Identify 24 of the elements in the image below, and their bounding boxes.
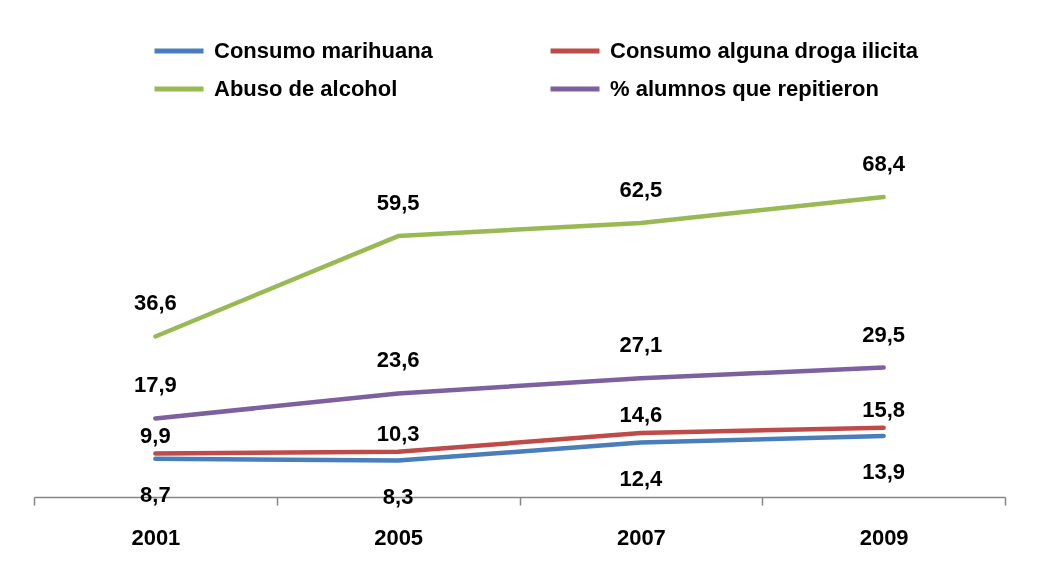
x-tick-label: 2005 (374, 524, 424, 550)
data-label: 23,6 (376, 347, 420, 373)
data-label: 14,6 (619, 401, 663, 427)
data-label: 15,8 (862, 396, 906, 422)
x-tick-label: 2009 (859, 524, 909, 550)
data-label: 27,1 (619, 332, 663, 358)
data-label: 9,9 (140, 422, 171, 448)
data-label: 68,4 (862, 151, 906, 177)
data-label: 59,5 (376, 190, 420, 216)
data-label: 17,9 (133, 372, 177, 398)
legend-label: Consumo alguna droga ilicita (610, 38, 919, 63)
data-label: 12,4 (619, 465, 664, 491)
data-label: 36,6 (133, 290, 177, 316)
legend-label: % alumnos que repitieron (610, 76, 879, 101)
x-tick-label: 2007 (616, 524, 666, 550)
legend-label: Consumo marihuana (214, 38, 434, 63)
data-label: 13,9 (862, 459, 906, 485)
x-tick-label: 2001 (131, 524, 181, 550)
data-label: 10,3 (376, 420, 420, 446)
data-label: 29,5 (862, 321, 906, 347)
data-label: 8,3 (382, 483, 414, 509)
data-label: 8,7 (140, 481, 171, 507)
legend-label: Abuso de alcohol (214, 76, 398, 101)
data-label: 62,5 (619, 176, 663, 202)
